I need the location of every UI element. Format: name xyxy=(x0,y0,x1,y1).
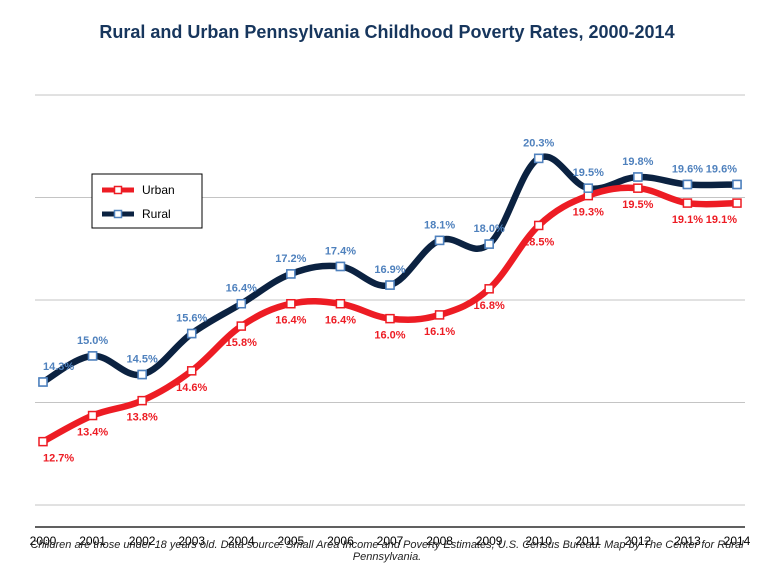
value-label: 19.6% xyxy=(672,163,703,175)
marker xyxy=(535,221,543,229)
value-label: 13.4% xyxy=(77,427,108,439)
legend-label-urban: Urban xyxy=(142,183,175,197)
marker xyxy=(188,367,196,375)
value-label: 18.5% xyxy=(523,236,554,248)
marker xyxy=(138,397,146,405)
chart-svg: 2000200120022003200420052006200720082009… xyxy=(0,0,774,581)
value-label: 16.4% xyxy=(275,315,306,327)
marker xyxy=(237,322,245,330)
value-label: 19.1% xyxy=(672,214,703,226)
marker xyxy=(733,199,741,207)
value-label: 16.0% xyxy=(374,330,405,342)
marker xyxy=(485,285,493,293)
value-label: 14.5% xyxy=(127,354,158,366)
chart-container: { "chart": { "type": "line", "title": "R… xyxy=(0,0,774,581)
value-label: 15.6% xyxy=(176,313,207,325)
value-label: 19.6% xyxy=(706,163,737,175)
marker xyxy=(436,311,444,319)
marker xyxy=(39,438,47,446)
value-label: 16.1% xyxy=(424,326,455,338)
marker xyxy=(336,300,344,308)
value-label: 20.3% xyxy=(523,137,554,149)
value-label: 19.5% xyxy=(622,199,653,211)
value-label: 16.8% xyxy=(474,300,505,312)
value-label: 16.4% xyxy=(226,283,257,295)
value-label: 13.8% xyxy=(127,412,158,424)
value-label: 12.7% xyxy=(43,453,74,465)
value-label: 16.4% xyxy=(325,315,356,327)
value-label: 19.3% xyxy=(573,207,604,219)
value-label: 19.8% xyxy=(622,156,653,168)
value-label: 17.2% xyxy=(275,253,306,265)
legend-label-rural: Rural xyxy=(142,207,171,221)
value-label: 19.1% xyxy=(706,214,737,226)
value-label: 18.1% xyxy=(424,219,455,231)
marker xyxy=(386,315,394,323)
value-label: 18.0% xyxy=(474,223,505,235)
legend: Urban Rural xyxy=(92,174,202,228)
marker xyxy=(287,300,295,308)
value-label: 15.0% xyxy=(77,335,108,347)
value-label: 15.8% xyxy=(226,337,257,349)
value-label: 14.3% xyxy=(43,361,74,373)
value-label: 16.9% xyxy=(374,264,405,276)
value-label: 19.5% xyxy=(573,167,604,179)
marker xyxy=(683,199,691,207)
marker xyxy=(89,412,97,420)
value-label: 17.4% xyxy=(325,245,356,257)
value-label: 14.6% xyxy=(176,382,207,394)
chart-footnote: Children are those under 18 years old. D… xyxy=(0,539,774,563)
marker xyxy=(634,184,642,192)
